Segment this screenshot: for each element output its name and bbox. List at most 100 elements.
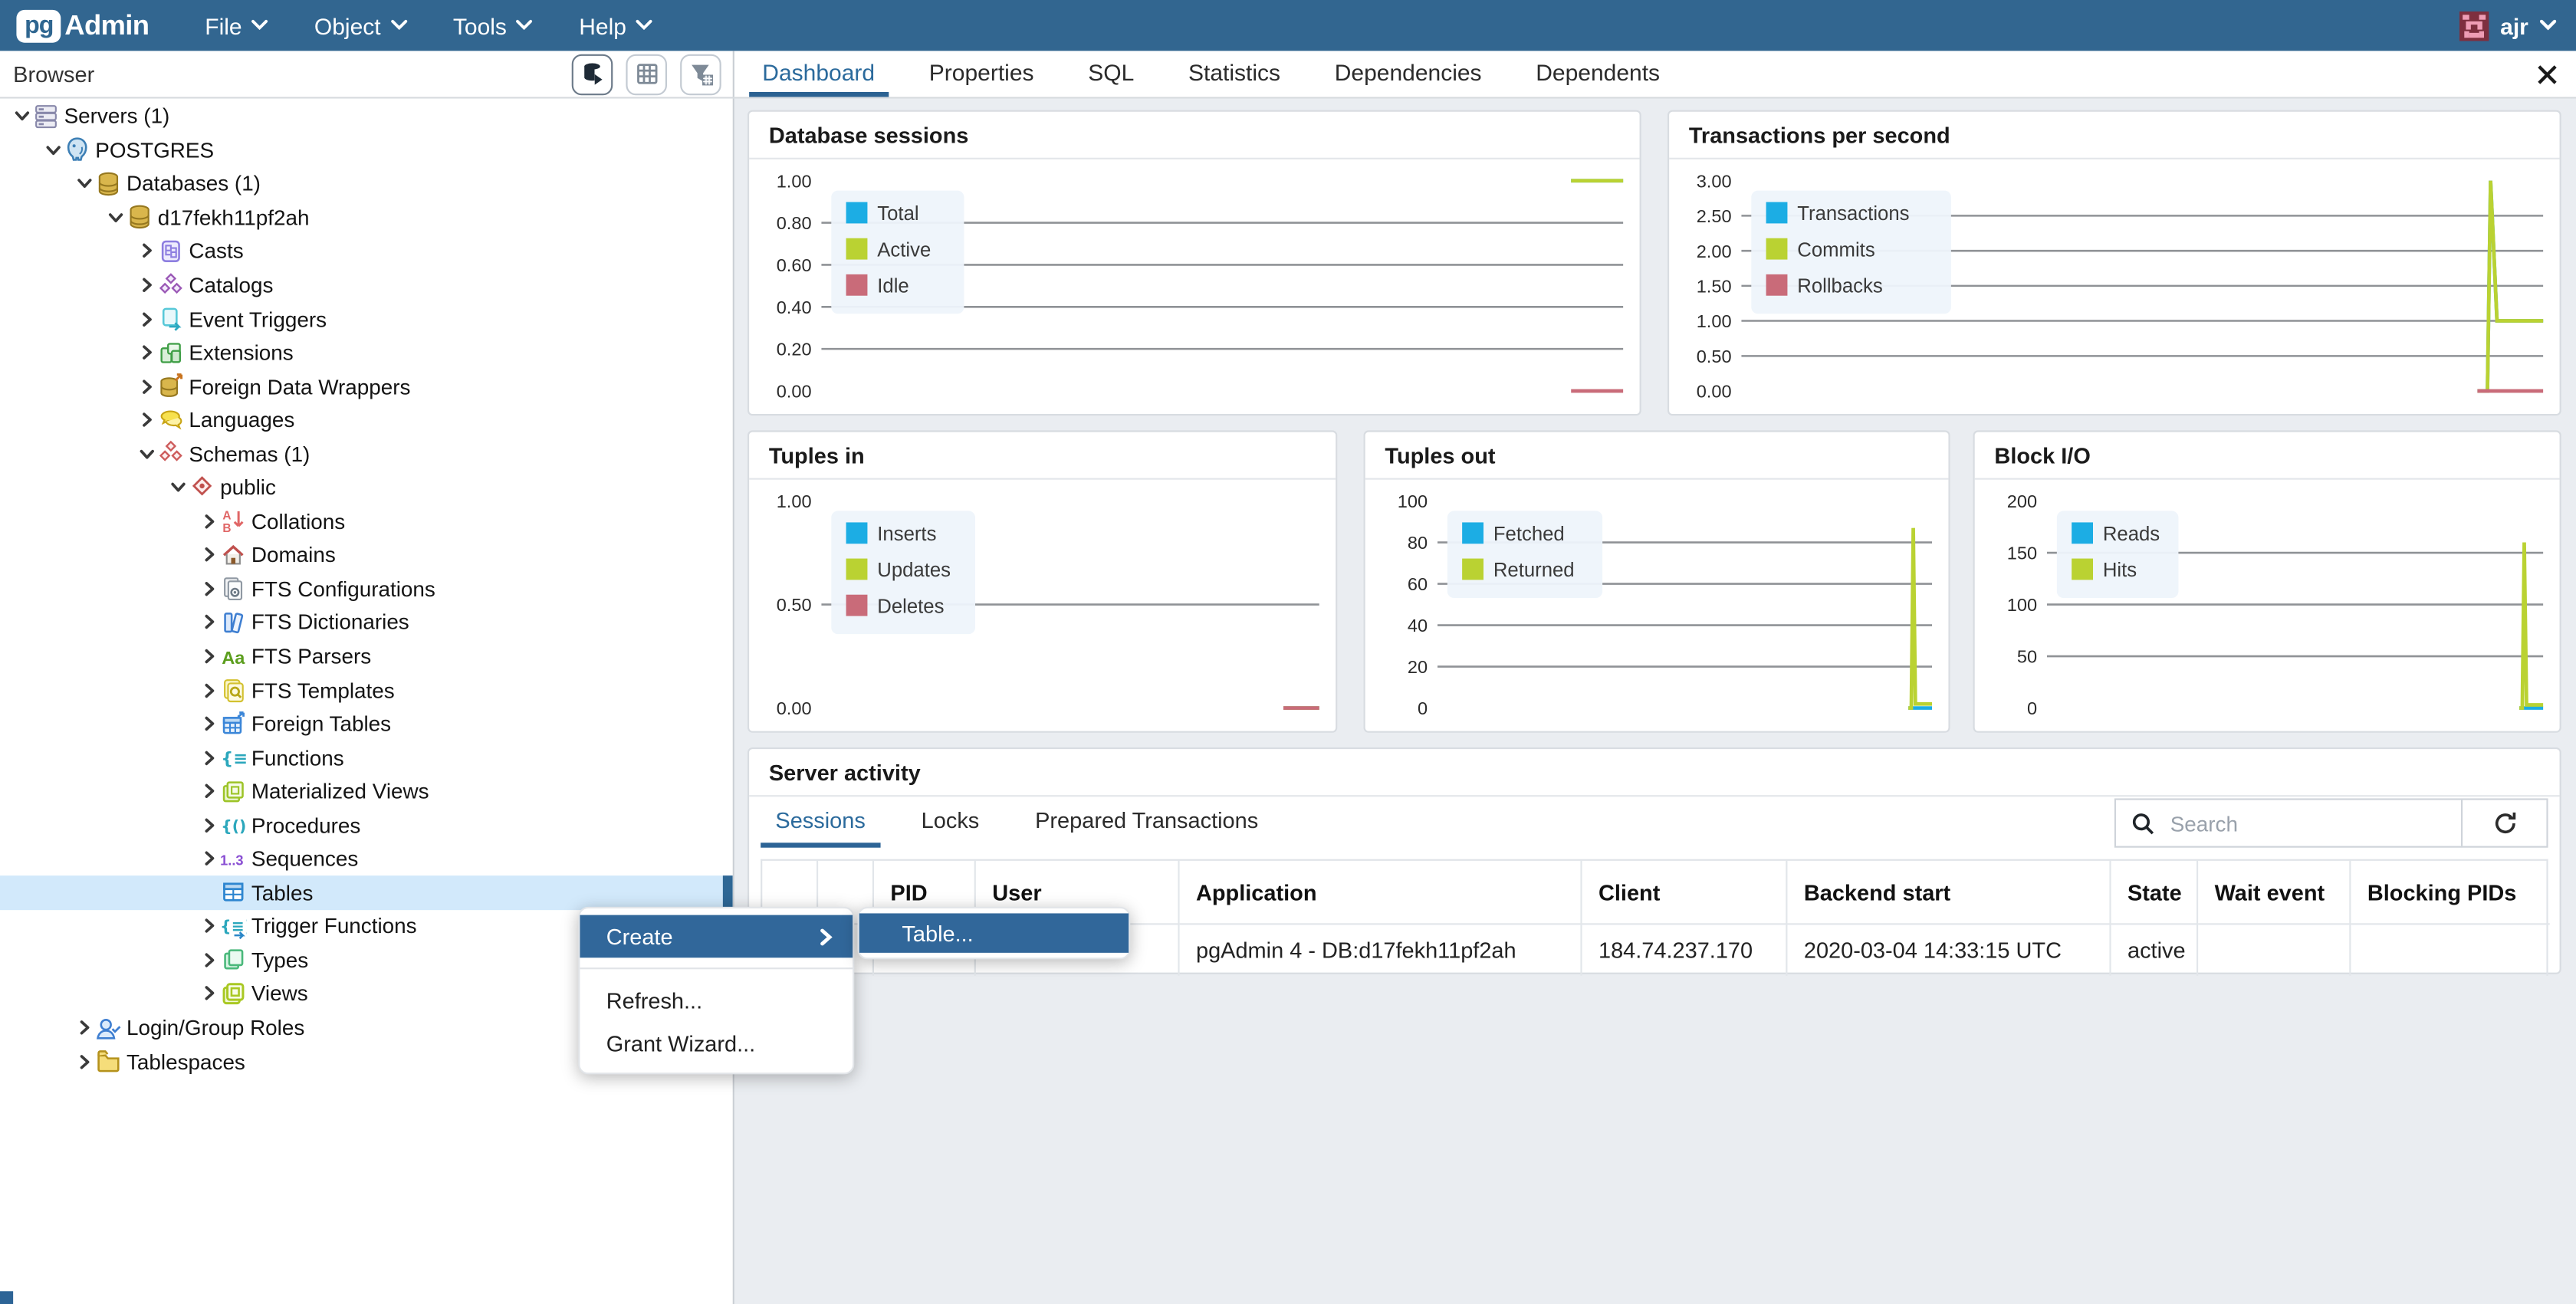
tab-sql[interactable]: SQL — [1075, 51, 1147, 97]
expand-arrow-icon[interactable] — [135, 278, 158, 292]
tab-prepared-transactions[interactable]: Prepared Transactions — [1020, 797, 1273, 847]
context-menu-item-grant-wizard[interactable]: Grant Wizard... — [580, 1022, 853, 1065]
expand-arrow-icon[interactable] — [197, 682, 220, 697]
expand-arrow-icon[interactable] — [197, 717, 220, 731]
collapse-arrow-icon[interactable] — [41, 143, 64, 157]
tree-item-fts-parsers[interactable]: AaFTS Parsers — [0, 639, 733, 673]
tree-item-domains[interactable]: Domains — [0, 538, 733, 572]
tree-item-foreign-data-wrappers[interactable]: Foreign Data Wrappers — [0, 370, 733, 403]
tree-item-sequences[interactable]: 1..3Sequences — [0, 842, 733, 875]
tree-item-databases-1[interactable]: Databases (1) — [0, 167, 733, 201]
tab-dashboard[interactable]: Dashboard — [749, 51, 888, 97]
context-menu-item-refresh[interactable]: Refresh... — [580, 979, 853, 1022]
menu-bar: File Object Tools Help — [182, 0, 675, 51]
server-activity-tabs: Sessions Locks Prepared Transactions — [749, 797, 2559, 847]
tab-dependents[interactable]: Dependents — [1523, 51, 1673, 97]
column-header-backend-start[interactable]: Backend start — [1787, 861, 2111, 925]
tree-item-procedures[interactable]: {()}Procedures — [0, 808, 733, 842]
tab-locks[interactable]: Locks — [906, 797, 994, 847]
context-menu-item-create[interactable]: Create — [580, 915, 853, 958]
menu-tools[interactable]: Tools — [430, 0, 556, 51]
tree-item-fts-dictionaries[interactable]: FTS Dictionaries — [0, 606, 733, 639]
tab-properties[interactable]: Properties — [916, 51, 1047, 97]
object-explorer-button[interactable] — [572, 54, 613, 95]
close-panel-button[interactable] — [2537, 51, 2558, 97]
expand-arrow-icon[interactable] — [197, 581, 220, 596]
svg-text:Aa: Aa — [222, 647, 245, 667]
tree-item-materialized-views[interactable]: Materialized Views — [0, 774, 733, 808]
menu-object[interactable]: Object — [291, 0, 430, 51]
tab-statistics[interactable]: Statistics — [1175, 51, 1293, 97]
svg-text:Commits: Commits — [1797, 239, 1875, 261]
collapse-arrow-icon[interactable] — [72, 176, 95, 191]
tables-icon — [220, 879, 246, 905]
expand-arrow-icon[interactable] — [135, 412, 158, 427]
expand-arrow-icon[interactable] — [197, 953, 220, 967]
menu-file[interactable]: File — [182, 0, 291, 51]
tree-item-label: d17fekh11pf2ah — [158, 205, 310, 230]
user-menu[interactable]: ajr — [2459, 11, 2557, 41]
header-row: Browser Dashboard Properties SQL Statist… — [0, 51, 2576, 98]
column-header-application[interactable]: Application — [1180, 861, 1582, 925]
tree-item-label: Event Triggers — [189, 307, 327, 331]
chevron-down-icon — [636, 20, 652, 31]
svg-text:80: 80 — [1408, 533, 1428, 553]
collapse-arrow-icon[interactable] — [104, 210, 127, 225]
chart-plot: 100806040200FetchedReturned — [1365, 480, 1949, 733]
refresh-sessions-button[interactable] — [2461, 800, 2546, 846]
expand-arrow-icon[interactable] — [197, 615, 220, 629]
expand-arrow-icon[interactable] — [197, 852, 220, 866]
svg-text:150: 150 — [2007, 544, 2037, 563]
tree-item-schemas-1[interactable]: Schemas (1) — [0, 437, 733, 471]
chart-card-block-i-o: Block I/O200150100500ReadsHits — [1973, 430, 2561, 732]
tree-item-postgres[interactable]: POSTGRES — [0, 133, 733, 167]
expand-arrow-icon[interactable] — [197, 649, 220, 663]
expand-arrow-icon[interactable] — [197, 919, 220, 934]
collapse-arrow-icon[interactable] — [166, 480, 189, 494]
expand-arrow-icon[interactable] — [197, 514, 220, 528]
tree-item-tables[interactable]: Tables — [0, 875, 733, 909]
search-input[interactable] — [2170, 811, 2461, 836]
collapse-arrow-icon[interactable] — [10, 109, 33, 123]
column-header-state[interactable]: State — [2111, 861, 2199, 925]
tree-item-catalogs[interactable]: Catalogs — [0, 268, 733, 302]
svg-text:B: B — [222, 523, 231, 535]
tree-item-fts-templates[interactable]: FTS Templates — [0, 673, 733, 707]
expand-arrow-icon[interactable] — [135, 311, 158, 326]
tab-sessions[interactable]: Sessions — [761, 797, 880, 847]
grid-view-button[interactable] — [626, 54, 667, 95]
expand-arrow-icon[interactable] — [72, 1020, 95, 1035]
column-header-wait-event[interactable]: Wait event — [2198, 861, 2351, 925]
svg-text:0.20: 0.20 — [777, 340, 812, 360]
collapse-arrow-icon[interactable] — [135, 446, 158, 461]
menu-help[interactable]: Help — [556, 0, 675, 51]
expand-arrow-icon[interactable] — [135, 379, 158, 393]
tab-dependencies[interactable]: Dependencies — [1322, 51, 1495, 97]
tree-item-functions[interactable]: {≡}Functions — [0, 741, 733, 774]
tree-item-servers-1[interactable]: Servers (1) — [0, 100, 733, 133]
expand-arrow-icon[interactable] — [197, 547, 220, 562]
context-menu-item-table[interactable]: Table... — [859, 913, 1129, 952]
tree-item-extensions[interactable]: Extensions — [0, 336, 733, 370]
tree-item-casts[interactable]: Casts — [0, 235, 733, 268]
expand-arrow-icon[interactable] — [197, 784, 220, 799]
filter-view-button[interactable] — [680, 54, 721, 95]
svg-text:0.50: 0.50 — [1697, 347, 1732, 366]
tree-item-collations[interactable]: ABCollations — [0, 504, 733, 538]
expand-arrow-icon[interactable] — [135, 244, 158, 258]
panel-resize-chip[interactable] — [0, 1291, 13, 1304]
tree-item-fts-configurations[interactable]: FTS Configurations — [0, 572, 733, 606]
tree-item-event-triggers[interactable]: Event Triggers — [0, 302, 733, 336]
column-header-client[interactable]: Client — [1582, 861, 1788, 925]
expand-arrow-icon[interactable] — [72, 1054, 95, 1069]
expand-arrow-icon[interactable] — [197, 751, 220, 765]
types-icon — [220, 947, 246, 973]
tree-item-languages[interactable]: Languages — [0, 403, 733, 437]
tree-item-public[interactable]: public — [0, 471, 733, 504]
expand-arrow-icon[interactable] — [197, 987, 220, 1001]
expand-arrow-icon[interactable] — [135, 345, 158, 360]
column-header-blocking-pids[interactable]: Blocking PIDs — [2351, 861, 2549, 925]
tree-item-d17fekh11pf2ah[interactable]: d17fekh11pf2ah — [0, 201, 733, 235]
expand-arrow-icon[interactable] — [197, 818, 220, 833]
tree-item-foreign-tables[interactable]: Foreign Tables — [0, 707, 733, 741]
